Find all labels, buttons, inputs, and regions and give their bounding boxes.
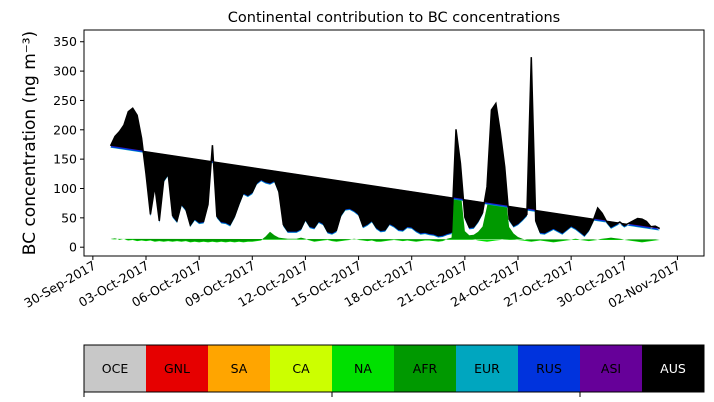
plot-area	[109, 57, 661, 243]
chart-title: Continental contribution to BC concentra…	[228, 10, 560, 26]
legend-swatch-eur	[456, 345, 519, 392]
legend-label-sa: SA	[231, 361, 248, 376]
y-axis: 0 50 100 150 200 250 300 350	[53, 34, 84, 255]
legend-label-asi: ASI	[601, 361, 621, 376]
legend-swatch-rus	[518, 345, 581, 392]
y-tick-label: 50	[61, 210, 77, 225]
legend-label-eur: EUR	[474, 361, 500, 376]
legend-swatch-ca	[270, 345, 333, 392]
legend-swatch-na	[332, 345, 395, 392]
x-axis: 30-Sep-201703-Oct-201706-Oct-201709-Oct-…	[21, 256, 683, 311]
y-tick-label: 200	[53, 122, 77, 137]
legend-swatch-sa	[208, 345, 271, 392]
y-tick-label: 100	[53, 181, 77, 196]
legend-colorbar: OCE GNL SA CA NA AFR EUR RUS ASI AUS	[83, 344, 705, 397]
area-series-aus	[110, 57, 660, 236]
legend-label-ca: CA	[292, 361, 310, 376]
legend-frame	[83, 344, 705, 393]
legend-label-na: NA	[354, 361, 372, 376]
legend-swatch-oce	[84, 345, 147, 392]
legend-label-gnl: GNL	[164, 361, 190, 376]
legend-label-aus: AUS	[660, 361, 686, 376]
legend-label-afr: AFR	[413, 361, 438, 376]
y-tick-label: 300	[53, 64, 77, 79]
legend-swatch-gnl	[146, 345, 209, 392]
legend-swatch-afr	[394, 345, 457, 392]
legend-swatch-asi	[580, 345, 643, 392]
legend-label-oce: OCE	[102, 361, 129, 376]
total-concentration-line	[109, 57, 661, 237]
y-tick-label: 350	[53, 34, 77, 49]
y-tick-label: 250	[53, 93, 77, 108]
y-tick-label: 150	[53, 152, 77, 167]
y-tick-label: 0	[69, 240, 77, 255]
plot-frame	[83, 29, 705, 257]
legend-swatch-aus	[642, 345, 705, 392]
legend-label-rus: RUS	[536, 361, 562, 376]
y-axis-label: BC concentration (ng m⁻³)	[20, 31, 40, 255]
